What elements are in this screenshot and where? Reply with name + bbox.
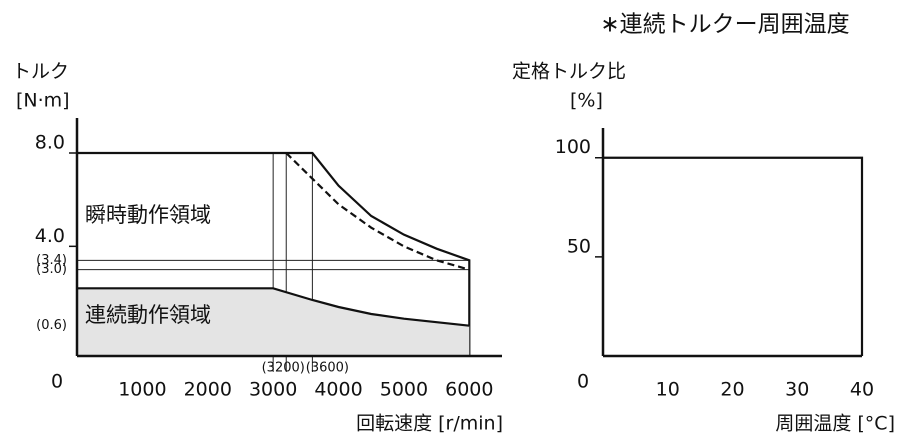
x-tick-label: 3000 (249, 379, 297, 401)
line (77, 287, 470, 327)
y-tick-label: 4.0 (35, 225, 65, 247)
y-axis-unit: [N·m] (16, 90, 70, 112)
annotation: 瞬時動作領域 (85, 203, 211, 227)
line (285, 152, 470, 271)
x-tick-label: 1000 (118, 379, 166, 401)
x-axis-label: 回転速度 [r/min] (356, 413, 503, 435)
x-tick-label: 6000 (445, 379, 493, 401)
x-tick-label: (3600) (306, 361, 349, 376)
y-axis-unit: [%] (570, 90, 603, 112)
y-tick-label: (0.6) (36, 318, 67, 333)
x-tick-label: 40 (850, 379, 874, 401)
x-tick-label: 30 (785, 379, 809, 401)
y-axis-label: トルク (12, 61, 69, 83)
x-tick-label: 4000 (314, 379, 362, 401)
x-tick-label: 2000 (184, 379, 232, 401)
x-axis-label: 周囲温度 [°C] (775, 413, 895, 435)
area (77, 288, 470, 356)
x-tick-label: 10 (656, 379, 680, 401)
annotation: 連続動作領域 (85, 303, 211, 327)
x-tick-label: 0 (51, 371, 63, 393)
y-tick-label: 8.0 (35, 132, 65, 154)
x-tick-label: 5000 (380, 379, 428, 401)
y-tick-label: 50 (567, 235, 591, 257)
line (603, 156, 864, 356)
x-tick-label: 20 (720, 379, 744, 401)
x-tick-label: (3200) (262, 361, 305, 376)
y-axis-label: 定格トルク比 (512, 61, 626, 83)
x-tick-label: 0 (577, 371, 589, 393)
y-tick-label: (3.4) (36, 253, 67, 268)
chart-title: ∗連続トルクー周囲温度 (600, 12, 849, 38)
y-tick-label: (3.0) (36, 262, 67, 277)
line (77, 151, 471, 356)
y-tick-label: 100 (555, 136, 591, 158)
